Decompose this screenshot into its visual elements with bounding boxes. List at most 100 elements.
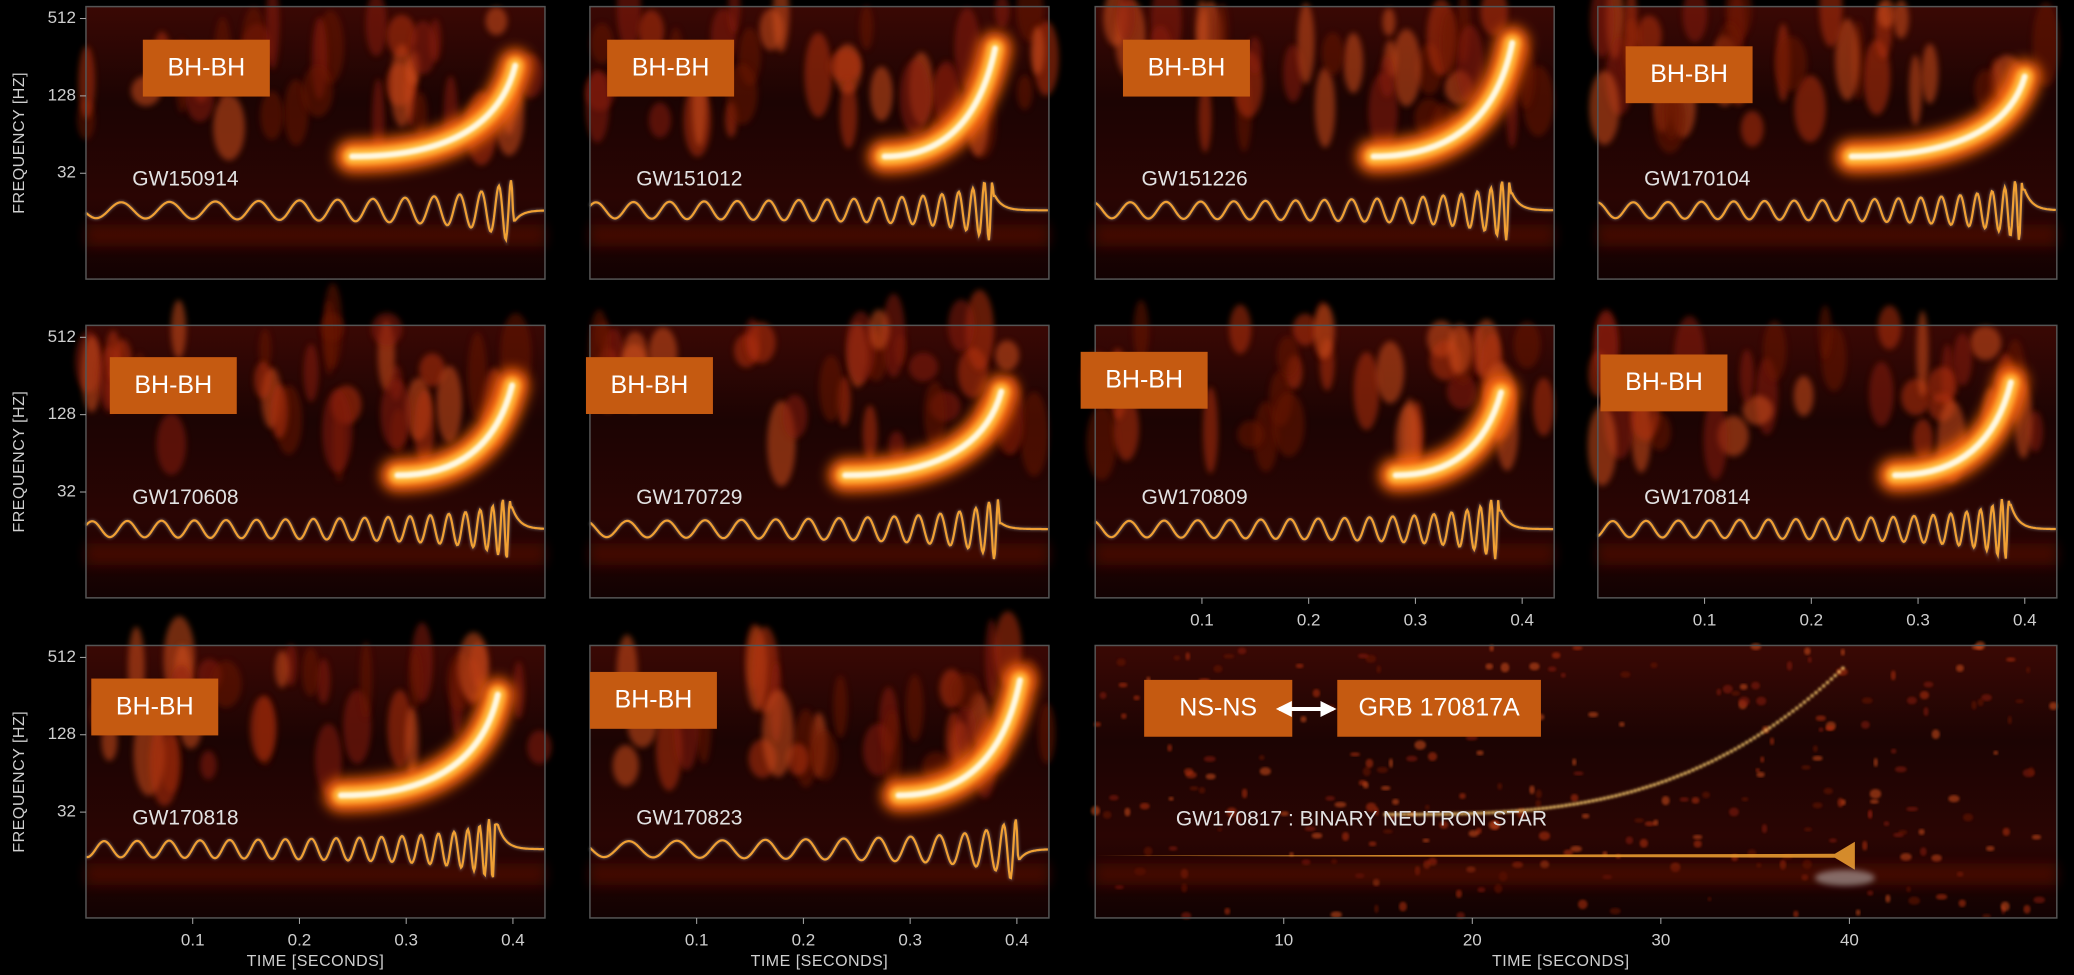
panel — [86, 616, 552, 918]
noise-blob — [1762, 824, 1767, 833]
noise-blob — [995, 340, 1019, 370]
noise-blob — [1379, 56, 1394, 97]
noise-blob — [1740, 684, 1748, 690]
noise-blob — [1350, 752, 1360, 756]
panel — [75, 283, 545, 598]
noise-blob — [1589, 71, 1619, 145]
event-label: GW170818 — [132, 806, 238, 829]
noise-blob — [1169, 797, 1174, 801]
noise-blob — [1948, 795, 1959, 802]
noise-blob — [1536, 789, 1542, 798]
noise-blob — [1259, 755, 1265, 760]
noise-blob — [1891, 749, 1897, 754]
noise-blob — [1571, 794, 1579, 802]
x-axis-label: TIME [SECONDS] — [1492, 953, 1630, 970]
x-tick-label: 0.3 — [1906, 610, 1930, 629]
noise-blob — [951, 673, 980, 710]
noise-blob — [1868, 811, 1872, 819]
noise-blob — [2001, 902, 2010, 912]
noise-blob — [260, 91, 283, 140]
band — [1598, 225, 2057, 247]
noise-blob — [1870, 789, 1882, 799]
noise-blob — [1680, 797, 1689, 802]
noise-blob — [1109, 795, 1119, 801]
noise-blob — [1533, 378, 1554, 436]
noise-blob — [900, 60, 931, 135]
y-tick-label: 32 — [57, 481, 76, 500]
noise-blob — [1374, 904, 1379, 913]
x-tick-label: 20 — [1463, 930, 1482, 949]
noise-blob — [1572, 646, 1582, 651]
noise-blob — [1100, 692, 1107, 699]
y-axis-label: FREQUENCY [HZ] — [11, 711, 28, 853]
x-tick-label: 0.3 — [898, 930, 922, 949]
noise-blob — [250, 696, 276, 761]
noise-blob — [1103, 811, 1112, 819]
noise-blob — [840, 79, 857, 148]
noise-blob — [1448, 324, 1472, 375]
tag-label: BH-BH — [615, 686, 693, 714]
noise-blob — [924, 381, 946, 447]
noise-blob — [1588, 405, 1617, 485]
x-tick-label: 0.2 — [1297, 610, 1321, 629]
event-label: GW151226 — [1141, 167, 1247, 190]
noise-blob — [1331, 911, 1342, 918]
noise-blob — [1861, 721, 1870, 729]
y-axis-label: FREQUENCY [HZ] — [11, 72, 28, 214]
noise-blob — [909, 353, 938, 382]
noise-blob — [1816, 715, 1826, 721]
noise-blob — [1971, 701, 1976, 710]
noise-blob — [1497, 783, 1502, 790]
noise-blob — [1716, 689, 1721, 696]
band — [1095, 863, 2057, 885]
x-tick-label: 0.4 — [501, 930, 525, 949]
noise-blob — [1640, 839, 1648, 848]
noise-blob — [1229, 305, 1251, 354]
noise-blob — [1693, 835, 1703, 839]
y-tick-label: 512 — [48, 327, 76, 346]
noise-blob — [1620, 671, 1630, 677]
tag-label: BH-BH — [116, 692, 194, 720]
noise-blob — [1756, 697, 1766, 706]
noise-blob — [1893, 0, 1908, 39]
event-label: GW170814 — [1644, 486, 1751, 509]
noise-blob — [829, 49, 861, 82]
event-label: GW150914 — [132, 167, 239, 190]
x-tick-label: 0.1 — [1190, 610, 1214, 629]
noise-blob — [1760, 756, 1764, 762]
noise-blob — [2006, 657, 2016, 661]
noise-blob — [1459, 793, 1466, 799]
noise-blob — [1382, 8, 1395, 36]
noise-blob — [1237, 420, 1264, 448]
noise-blob — [1825, 726, 1834, 731]
noise-blob — [1485, 663, 1493, 669]
x-tick-label: 0.1 — [685, 930, 709, 949]
noise-blob — [1494, 884, 1502, 893]
noise-blob — [1885, 895, 1890, 903]
noise-blob — [1561, 673, 1566, 678]
noise-blob — [380, 379, 411, 448]
noise-blob — [1260, 767, 1271, 775]
noise-blob — [1582, 814, 1590, 819]
noise-blob — [1366, 759, 1374, 768]
noise-blob — [1619, 722, 1625, 727]
noise-blob — [1501, 663, 1510, 673]
x-tick-label: 0.3 — [1404, 610, 1428, 629]
x-tick-label: 0.4 — [1005, 930, 1029, 949]
noise-blob — [414, 92, 427, 136]
noise-blob — [1986, 846, 1995, 851]
noise-blob — [1906, 886, 1911, 892]
noise-blob — [1314, 304, 1335, 359]
noise-blob — [1993, 751, 1998, 755]
noise-blob — [1118, 683, 1127, 688]
noise-blob — [1750, 643, 1761, 650]
noise-blob — [869, 309, 889, 350]
noise-blob — [1354, 352, 1380, 430]
noise-blob — [323, 301, 335, 375]
noise-blob — [747, 322, 776, 363]
noise-blob — [1477, 887, 1485, 892]
noise-blob — [2008, 716, 2012, 725]
noise-blob — [1869, 362, 1894, 426]
noise-blob — [1297, 3, 1314, 84]
noise-blob — [812, 730, 838, 780]
